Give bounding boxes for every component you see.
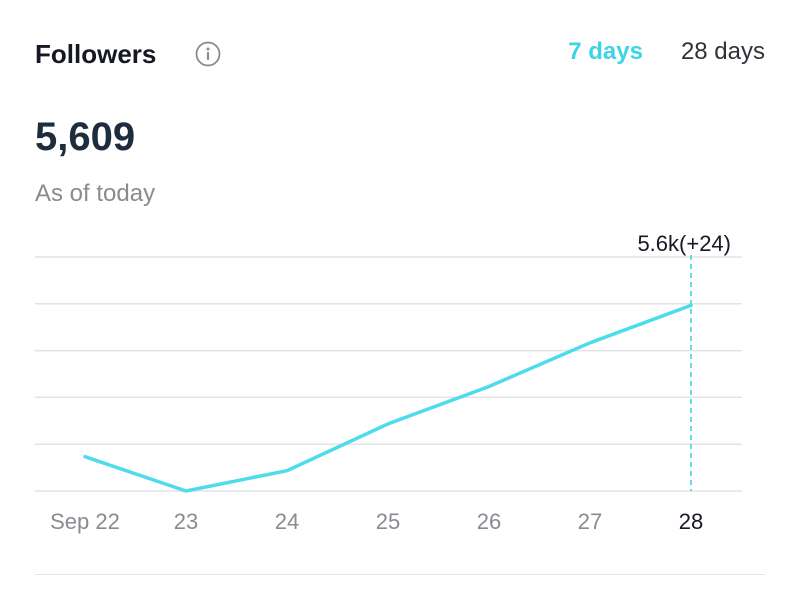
tab-28-days[interactable]: 28 days: [680, 38, 765, 65]
as-of-caption: As of today: [35, 180, 156, 207]
tab-7-days[interactable]: 7 days: [568, 38, 643, 65]
follower-count: 5,609: [35, 115, 136, 159]
x-tick-label: 24: [275, 509, 299, 534]
x-tick-label: 23: [174, 509, 198, 534]
x-tick-label: 28: [679, 509, 703, 534]
x-axis-ticks: Sep 22 23 24 25 26 27 28: [50, 509, 703, 534]
followers-line-chart: Sep 22 23 24 25 26 27 28 5.6k(+24): [35, 231, 742, 534]
x-tick-label: 27: [578, 509, 602, 534]
range-tabs: 7 days 28 days: [568, 36, 765, 68]
page-title: Followers: [35, 39, 157, 69]
bottom-divider: [35, 574, 765, 575]
header: Followers 7 days 28 days: [35, 36, 765, 72]
info-icon[interactable]: [195, 41, 221, 67]
tooltip-label: 5.6k(+24): [637, 231, 731, 256]
x-tick-label: Sep 22: [50, 509, 120, 534]
series-line: [83, 303, 693, 493]
x-tick-label: 26: [477, 509, 501, 534]
x-tick-label: 25: [376, 509, 400, 534]
grid-lines: [35, 256, 742, 492]
